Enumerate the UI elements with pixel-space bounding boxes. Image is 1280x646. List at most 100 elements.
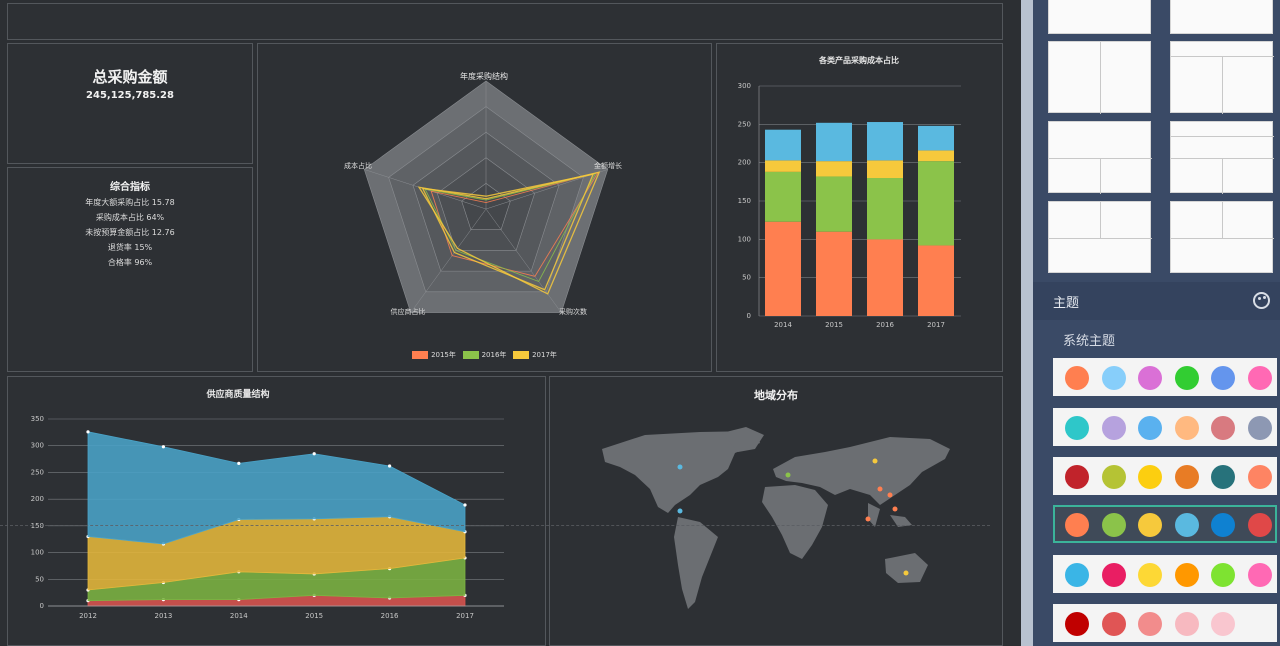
- stack-bar-segment[interactable]: [816, 122, 852, 162]
- color-swatch[interactable]: [1138, 563, 1162, 587]
- indicators-panel[interactable]: 综合指标 年度大额采购占比 15.78 采购成本占比 64% 未按预算金额占比 12…: [7, 167, 253, 372]
- radar-axis-label: 供应商占比: [391, 307, 426, 316]
- layout-thumb-5[interactable]: [1048, 121, 1152, 194]
- color-swatch[interactable]: [1138, 465, 1162, 489]
- color-swatch[interactable]: [1174, 513, 1199, 537]
- theme-palette-4[interactable]: [1053, 505, 1277, 543]
- stack-bar-segment[interactable]: [867, 239, 903, 316]
- layout-thumb-4[interactable]: [1170, 41, 1274, 114]
- layout-thumb-6[interactable]: [1170, 121, 1274, 194]
- layout-thumb-3[interactable]: [1048, 41, 1151, 114]
- legend-2015: 2015年: [431, 351, 456, 359]
- palette-icon[interactable]: [1253, 292, 1270, 309]
- color-swatch[interactable]: [1101, 366, 1126, 390]
- header-bar: [7, 3, 1003, 40]
- dashboard-canvas[interactable]: 总采购金额 245,125,785.28 综合指标 年度大额采购占比 15.78…: [0, 0, 1021, 646]
- theme-header-label: 主题: [1053, 296, 1080, 311]
- color-swatch[interactable]: [1101, 563, 1126, 587]
- stack-bar-segment[interactable]: [918, 150, 954, 162]
- color-swatch[interactable]: [1174, 416, 1199, 440]
- color-swatch[interactable]: [1065, 416, 1089, 440]
- color-swatch[interactable]: [1138, 612, 1162, 636]
- system-theme-label: 系统主题: [1063, 334, 1116, 349]
- stack-bar-segment[interactable]: [816, 176, 852, 232]
- area-ytick: 50: [35, 575, 44, 583]
- indicators-title: 综合指标: [110, 182, 150, 193]
- color-swatch[interactable]: [1138, 366, 1162, 390]
- color-swatch[interactable]: [1174, 612, 1199, 636]
- theme-palette-5[interactable]: [1053, 555, 1277, 593]
- area-point[interactable]: [237, 461, 241, 465]
- color-swatch[interactable]: [1211, 513, 1235, 537]
- theme-palette-6[interactable]: [1053, 604, 1277, 642]
- layout-thumb-1[interactable]: [1048, 0, 1151, 34]
- stack-bar-panel[interactable]: 各类产品采购成本占比 0 50 100 150 200 250 300 2014 2015 2016…: [716, 43, 1003, 372]
- theme-header: 主题: [1033, 282, 1280, 320]
- area-point[interactable]: [161, 445, 165, 449]
- color-swatch[interactable]: [1101, 612, 1126, 636]
- area-xtick: 2017: [456, 612, 474, 620]
- indicator-item: 合格率 96%: [107, 258, 153, 267]
- color-swatch[interactable]: [1247, 465, 1272, 489]
- color-swatch[interactable]: [1065, 612, 1089, 636]
- color-swatch[interactable]: [1101, 416, 1126, 440]
- stack-bar-segment[interactable]: [816, 231, 852, 316]
- color-swatch[interactable]: [1247, 366, 1272, 390]
- layout-thumb-2[interactable]: [1170, 0, 1273, 34]
- radar-legend: 2015年 2016年 2017年: [258, 350, 711, 360]
- color-swatch[interactable]: [1065, 366, 1089, 390]
- theme-palette-3[interactable]: [1053, 457, 1277, 495]
- stack-bar-segment[interactable]: [816, 161, 852, 177]
- color-swatch[interactable]: [1174, 563, 1199, 587]
- stack-bar-segment[interactable]: [918, 125, 954, 151]
- stack-bar-segment[interactable]: [765, 129, 801, 161]
- map-panel[interactable]: 地域分布: [549, 376, 1003, 646]
- radar-panel[interactable]: 年度采购结构 金额增长 采购次数 供应商占比 成本占比 2015年 2016年 2017…: [257, 43, 712, 372]
- color-swatch[interactable]: [1247, 416, 1272, 440]
- stack-ytick: 200: [738, 159, 751, 167]
- color-swatch[interactable]: [1138, 513, 1162, 537]
- stack-bar-chart: 各类产品采购成本占比 0 50 100 150 200 250 300 2014 2015 2016…: [738, 55, 961, 329]
- color-swatch[interactable]: [1065, 513, 1089, 537]
- layout-thumb-7[interactable]: [1048, 201, 1152, 273]
- stack-bar-segment[interactable]: [765, 160, 801, 172]
- area-point[interactable]: [86, 430, 90, 434]
- legend-2016: 2016年: [481, 351, 507, 359]
- theme-palette-2[interactable]: [1053, 408, 1277, 446]
- color-swatch[interactable]: [1065, 465, 1089, 489]
- kpi-panel[interactable]: 总采购金额 245,125,785.28: [7, 43, 253, 164]
- color-swatch[interactable]: [1174, 465, 1199, 489]
- layout-thumb-8[interactable]: [1170, 201, 1274, 273]
- color-swatch[interactable]: [1211, 465, 1235, 489]
- theme-palette-1[interactable]: [1053, 358, 1277, 396]
- color-swatch[interactable]: [1247, 513, 1272, 537]
- legend-2017: 2017年: [532, 351, 557, 359]
- area-panel[interactable]: 供应商质量结构 0 50 100 150 200 250 300 350 2012 2013 2014…: [7, 376, 546, 646]
- stack-bar-segment[interactable]: [918, 161, 954, 246]
- area-point[interactable]: [312, 452, 316, 456]
- color-swatch[interactable]: [1065, 563, 1089, 587]
- stack-bar-segment[interactable]: [918, 245, 954, 316]
- color-swatch[interactable]: [1211, 563, 1235, 587]
- area-point[interactable]: [463, 503, 467, 507]
- stack-bar-segment[interactable]: [765, 221, 801, 316]
- color-swatch[interactable]: [1211, 612, 1235, 636]
- area-point[interactable]: [388, 464, 392, 468]
- stack-bar-segment[interactable]: [765, 171, 801, 222]
- stack-bar-segment[interactable]: [867, 160, 903, 178]
- color-swatch[interactable]: [1211, 416, 1235, 440]
- stack-bar-segment[interactable]: [867, 178, 903, 240]
- color-swatch[interactable]: [1247, 563, 1272, 587]
- color-swatch[interactable]: [1138, 416, 1162, 440]
- color-swatch[interactable]: [1174, 366, 1199, 390]
- radar-series: [421, 173, 595, 291]
- stack-ytick: 150: [738, 197, 751, 205]
- color-swatch[interactable]: [1101, 513, 1126, 537]
- world-map: [602, 427, 950, 609]
- indicator-item: 年度大额采购占比 15.78: [85, 198, 175, 207]
- color-swatch[interactable]: [1211, 366, 1235, 390]
- radar-axis-label: 采购次数: [559, 307, 587, 316]
- stack-bar-segment[interactable]: [867, 122, 903, 161]
- color-swatch[interactable]: [1101, 465, 1126, 489]
